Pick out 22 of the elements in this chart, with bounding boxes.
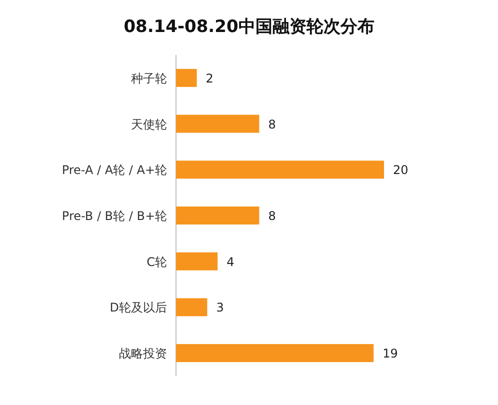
y-tick-label: Pre-B / B轮 / B+轮	[62, 209, 167, 223]
y-tick-label: 天使轮	[131, 117, 167, 132]
data-label: 19	[382, 346, 398, 361]
data-label: 20	[393, 163, 408, 178]
y-tick-label: D轮及以后	[110, 300, 167, 315]
data-label: 4	[226, 254, 234, 269]
bar	[176, 68, 197, 87]
bar	[176, 160, 384, 179]
bar	[176, 206, 260, 224]
data-label: 3	[216, 300, 224, 315]
bar	[176, 252, 218, 270]
bar	[176, 344, 374, 362]
bar	[176, 298, 208, 316]
data-label: 8	[268, 209, 276, 223]
chart-title: 08.14-08.20中国融资轮次分布	[124, 17, 374, 37]
y-tick-label: 战略投资	[119, 346, 167, 361]
y-tick-label: 种子轮	[131, 71, 167, 86]
data-label: 2	[206, 71, 214, 86]
bar	[176, 114, 260, 133]
data-label: 8	[268, 117, 276, 132]
y-tick-label: C轮	[146, 254, 167, 269]
y-tick-label: Pre-A / A轮 / A+轮	[62, 163, 167, 178]
